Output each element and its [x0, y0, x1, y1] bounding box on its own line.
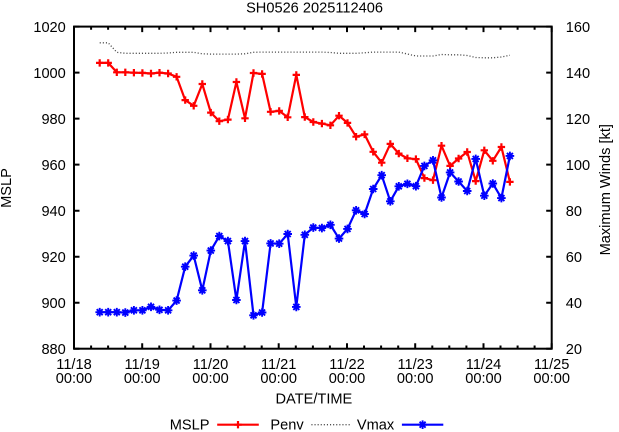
svg-text:11/21: 11/21 [261, 357, 296, 373]
svg-text:11/19: 11/19 [124, 357, 159, 373]
svg-text:11/20: 11/20 [193, 357, 228, 373]
svg-text:00:00: 00:00 [192, 371, 229, 387]
svg-text:Penv: Penv [270, 417, 304, 432]
svg-text:11/24: 11/24 [466, 357, 501, 373]
svg-text:100: 100 [566, 158, 590, 174]
svg-text:00:00: 00:00 [533, 371, 570, 387]
svg-text:160: 160 [566, 20, 590, 36]
svg-text:960: 960 [41, 158, 65, 174]
svg-text:00:00: 00:00 [260, 371, 297, 387]
svg-text:940: 940 [41, 204, 65, 220]
svg-text:Vmax: Vmax [357, 417, 395, 432]
svg-text:40: 40 [566, 296, 582, 312]
svg-text:00:00: 00:00 [397, 371, 434, 387]
svg-text:880: 880 [41, 342, 65, 358]
svg-text:920: 920 [41, 250, 65, 266]
svg-text:00:00: 00:00 [329, 371, 366, 387]
svg-text:1020: 1020 [33, 20, 65, 36]
svg-text:11/22: 11/22 [329, 357, 364, 373]
svg-text:120: 120 [566, 112, 590, 128]
svg-text:00:00: 00:00 [465, 371, 502, 387]
svg-text:140: 140 [566, 66, 590, 82]
svg-text:11/18: 11/18 [56, 357, 91, 373]
svg-text:11/25: 11/25 [534, 357, 569, 373]
svg-text:20: 20 [566, 342, 582, 358]
svg-text:1000: 1000 [33, 66, 65, 82]
svg-text:MSLP: MSLP [170, 417, 210, 432]
svg-text:80: 80 [566, 204, 582, 220]
svg-text:SH0526 2025112406: SH0526 2025112406 [246, 0, 383, 16]
svg-text:00:00: 00:00 [124, 371, 161, 387]
svg-text:60: 60 [566, 250, 582, 266]
svg-text:11/23: 11/23 [397, 357, 432, 373]
svg-text:MSLP: MSLP [0, 168, 15, 208]
svg-text:900: 900 [41, 296, 65, 312]
svg-text:Maximum Winds [kt]: Maximum Winds [kt] [598, 124, 614, 255]
svg-text:980: 980 [41, 112, 65, 128]
svg-text:00:00: 00:00 [56, 371, 93, 387]
svg-text:DATE/TIME: DATE/TIME [276, 392, 353, 408]
